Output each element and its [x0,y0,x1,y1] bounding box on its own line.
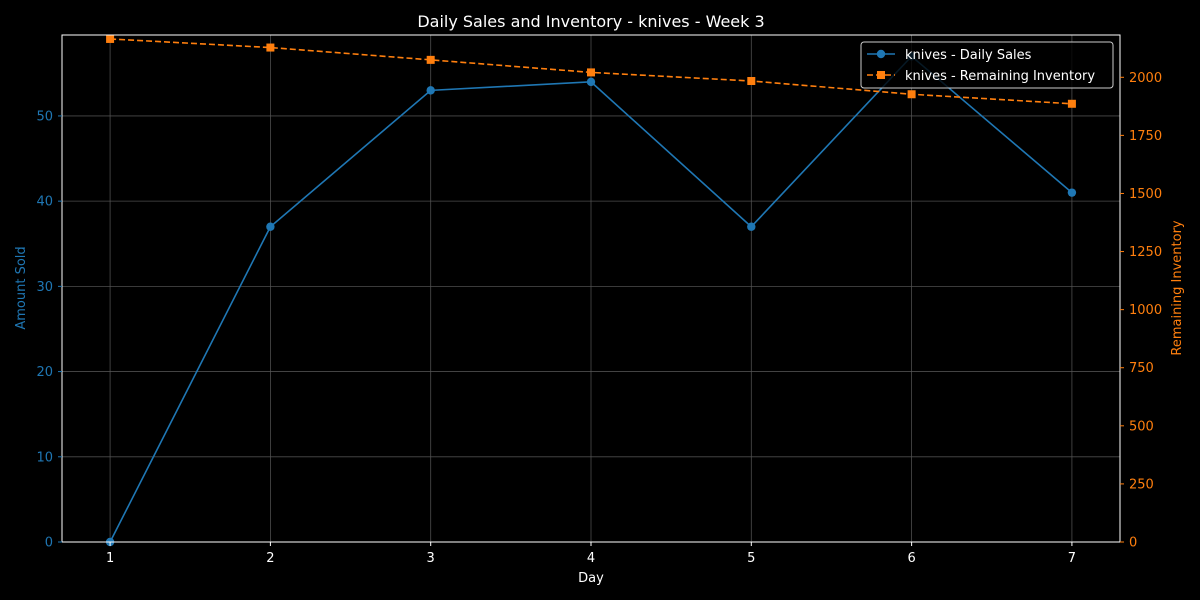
right-tick-label: 1250 [1129,245,1162,260]
x-tick-label: 6 [907,551,915,566]
right-tick-label: 0 [1129,536,1137,551]
left-axis-ticks: 0 10 20 30 40 50 [36,109,62,551]
data-point [1067,188,1077,197]
right-axis-ticks: 0 250 500 750 1000 1250 1500 1750 2000 [1120,71,1162,551]
legend-marker [876,49,886,59]
left-tick-label: 50 [36,109,53,124]
data-point [747,222,756,231]
data-point [426,86,435,95]
right-tick-label: 250 [1129,477,1154,492]
right-tick-label: 1500 [1129,187,1162,202]
left-axis-label: Amount Sold [14,246,29,329]
data-point [747,77,756,86]
x-tick-label: 5 [747,551,755,566]
data-point [106,34,115,43]
x-tick-label: 1 [106,551,114,566]
chart-title: Daily Sales and Inventory - knives - Wee… [417,12,764,31]
left-tick-label: 30 [36,280,53,295]
left-tick-label: 10 [36,450,53,465]
legend-marker [877,71,885,79]
data-point [266,43,275,52]
right-tick-label: 500 [1129,419,1154,434]
right-tick-label: 1750 [1129,129,1162,144]
data-point [1067,99,1076,108]
left-tick-label: 0 [45,536,53,551]
right-axis-label: Remaining Inventory [1170,220,1185,356]
left-tick-label: 20 [36,365,53,380]
legend-box [860,41,1114,89]
left-tick-label: 40 [36,195,53,210]
series-remaining-inventory [106,34,1076,108]
legend-label: knives - Daily Sales [905,48,1032,63]
data-point [426,55,435,64]
legend: knives - Daily Sales knives - Remaining I… [860,41,1114,89]
legend-label: knives - Remaining Inventory [905,69,1095,84]
data-point [907,90,916,99]
data-point [266,222,275,231]
right-tick-label: 1000 [1129,303,1162,318]
x-tick-label: 3 [427,551,435,566]
x-tick-label: 7 [1068,551,1076,566]
x-tick-label: 2 [266,551,274,566]
x-tick-label: 4 [587,551,595,566]
data-point [587,68,595,77]
x-axis-ticks: 1 2 3 4 5 6 7 [106,542,1076,566]
right-tick-label: 2000 [1129,71,1162,86]
right-tick-label: 750 [1129,361,1154,376]
x-axis-label: Day [578,571,604,586]
data-point [586,77,596,87]
